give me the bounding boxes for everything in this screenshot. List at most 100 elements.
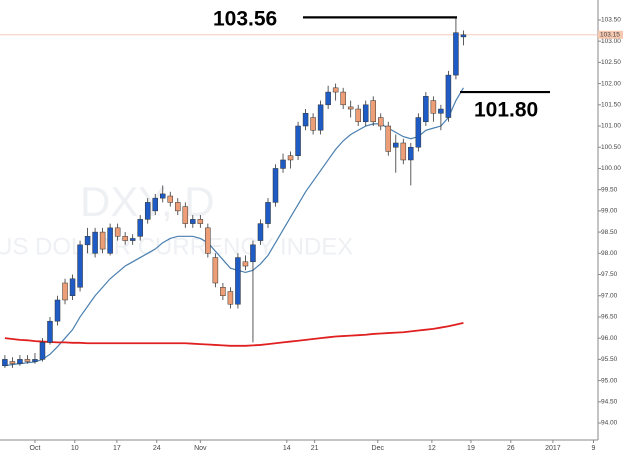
candle-body [54,299,61,322]
candle-body [122,236,128,241]
y-tick-label: 95.50 [601,356,618,363]
x-tick-label: Oct [30,445,41,452]
y-tick-label: 97.50 [601,271,618,278]
candle-body [167,195,174,203]
candle-body [453,32,459,76]
candle-body [400,142,407,161]
candle-body [227,291,234,305]
watermark: US DOLLAR CURRENCY INDEX [0,233,353,260]
candle-body [235,257,241,305]
y-tick-label: 96.50 [601,314,618,321]
candle-body [250,244,256,263]
candle-body [287,155,294,161]
y-tick-label: 101.00 [601,123,621,130]
candle-body [62,282,68,301]
candle-body [438,108,444,114]
candle-body [152,197,158,212]
candle-body [325,91,331,106]
y-tick-label: 100.00 [601,165,621,172]
last-price-label: 103.15 [600,32,620,39]
y-tick-label: 97.00 [601,292,618,299]
candle-body [302,113,309,127]
y-tick-label: 95.00 [601,377,618,384]
y-tick-label: 99.50 [601,186,618,193]
y-tick-label: 100.50 [601,144,621,151]
candle-body [190,219,196,224]
candle-body [378,117,384,127]
y-tick-label: 96.00 [601,335,618,342]
y-tick-label: 94.50 [601,399,618,406]
candle-body [159,193,166,199]
candle-body [408,146,414,161]
candle-body [310,117,316,131]
y-tick-label: 102.00 [601,80,621,87]
x-tick-label: 12 [428,445,436,452]
moving-average [4,87,464,367]
x-tick-label: 17 [113,445,121,452]
annotation-label: 103.56 [213,8,277,31]
annotation-label: 101.80 [474,99,538,122]
x-tick-label: 14 [283,445,291,452]
candle-body [317,104,324,131]
candle-body [17,359,23,364]
candle-body [39,342,46,360]
candle-body [77,244,83,288]
candle-body [355,108,361,123]
candle-body [47,320,53,343]
candle-body [445,74,452,118]
candle-body [212,257,219,284]
y-tick-label: 94.00 [601,420,618,427]
candle-body [175,202,181,212]
x-tick-label: 9 [592,445,596,452]
x-tick-label: 10 [71,445,79,452]
x-tick-label: 2017 [545,445,561,452]
candle-body [114,227,121,237]
candle-body [99,231,106,250]
y-tick-label: 99.00 [601,208,618,215]
x-tick-label: Dec [372,445,385,452]
candle-body [340,91,346,106]
candle-body [385,125,392,152]
y-tick-label: 103.50 [601,17,621,24]
y-tick-label: 102.50 [601,59,621,66]
candle-body [32,359,38,362]
y-tick-label: 98.50 [601,229,618,236]
candle-body [205,227,211,254]
candle-body [220,287,226,296]
candle-body [460,34,467,38]
candle-body [107,227,113,254]
candle-body [295,125,301,156]
candle-body [280,159,286,169]
candle-body [92,231,98,254]
candle-body [362,104,369,123]
candle-body [69,278,76,296]
candle-body [242,261,249,267]
candle-body [272,168,279,203]
y-tick-label: 101.50 [601,102,621,109]
y-tick-label: 103.00 [601,38,621,45]
candle-body [84,236,91,246]
moving-average [4,322,464,347]
candle-body [265,202,271,224]
x-tick-label: 21 [311,445,319,452]
x-tick-label: 19 [467,445,475,452]
candle-body [24,359,31,362]
x-tick-label: 24 [153,445,161,452]
last-price-box [598,30,623,39]
candle-body [347,106,354,110]
candle-body [393,142,399,148]
candle-body [430,100,437,114]
candle-body [197,219,204,224]
candle-body [332,87,339,93]
candle-body [129,238,136,241]
candle-body [423,96,429,123]
candle-body [370,100,376,123]
candle-body [144,202,151,220]
candle-body [415,117,422,148]
x-tick-label: 26 [507,445,515,452]
candle-body [9,361,16,364]
x-tick-label: Nov [194,445,207,452]
candle-body [2,359,8,366]
candle-body [182,206,189,224]
